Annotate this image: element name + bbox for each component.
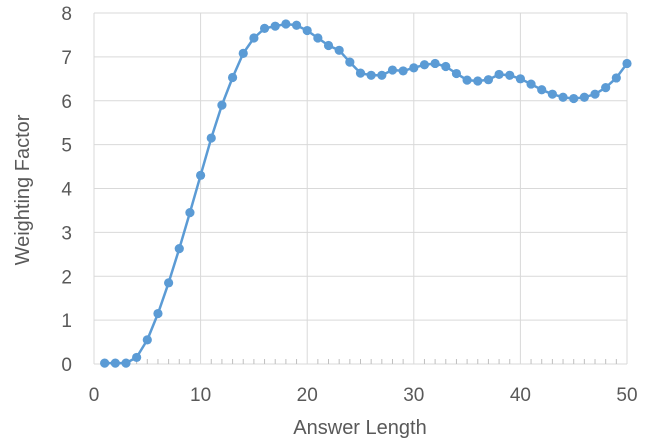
data-point [537,85,547,95]
x-tick-label: 40 [510,385,531,406]
data-point [505,70,515,80]
data-point [377,70,387,80]
y-tick-label: 1 [61,311,72,332]
x-axis-tick-labels: 0 10 20 30 40 50 [89,385,638,406]
data-point [270,21,280,31]
data-point [121,358,131,368]
x-tick-label: 30 [403,385,424,406]
data-point [355,68,366,78]
y-tick-label: 2 [61,267,72,288]
data-point [259,23,270,33]
data-point [601,82,611,93]
data-point [419,60,430,70]
data-point [387,65,398,75]
data-point [217,100,227,110]
data-point [174,244,184,254]
data-point [398,66,408,76]
x-axis-title: Answer Length [293,417,426,439]
data-point [164,278,174,288]
y-tick-label: 3 [61,223,72,244]
data-point [302,25,312,36]
data-point [153,308,163,319]
data-point [100,358,110,368]
data-point [547,89,557,99]
data-point [185,208,195,218]
data-point [494,69,504,80]
data-point [451,68,462,79]
data-point [313,33,323,43]
data-point [132,352,142,363]
y-tick-label: 4 [61,180,72,201]
x-tick-label: 50 [616,385,637,406]
data-point [462,75,472,85]
data-point [323,40,334,51]
data-point [249,33,259,43]
data-point [569,93,579,104]
y-tick-label: 5 [61,136,72,157]
data-point [483,75,494,85]
data-point [579,92,589,102]
data-point [441,61,451,72]
x-tick-label: 20 [297,385,318,406]
data-point [558,92,568,102]
series-line [104,22,629,365]
data-point [196,170,206,180]
data-point [345,57,355,67]
x-tick-label: 10 [190,385,211,406]
chart-grid [93,12,628,365]
y-tick-label: 7 [61,48,72,69]
data-point [206,133,216,143]
data-point [611,73,621,83]
data-point [334,45,344,55]
data-point [366,70,376,80]
y-axis-title: Weighting Factor [12,114,34,265]
x-axis-minor-ticks [104,359,617,364]
data-point [473,76,483,86]
data-point [409,63,419,73]
y-tick-label: 6 [61,92,72,113]
data-point [526,79,536,89]
data-point [430,58,440,69]
x-tick-label: 0 [89,385,100,406]
data-point [281,19,291,29]
y-tick-label: 8 [61,4,72,25]
data-point [110,358,120,368]
data-point [590,89,600,99]
data-point [291,20,302,30]
data-point [622,58,632,69]
data-point [227,72,238,83]
series-group [100,19,632,368]
data-point [238,48,248,58]
data-point [142,335,152,345]
y-axis-tick-labels: 0 1 2 3 4 5 6 7 8 [61,4,72,376]
y-tick-label: 0 [61,355,72,376]
data-point [515,74,526,84]
